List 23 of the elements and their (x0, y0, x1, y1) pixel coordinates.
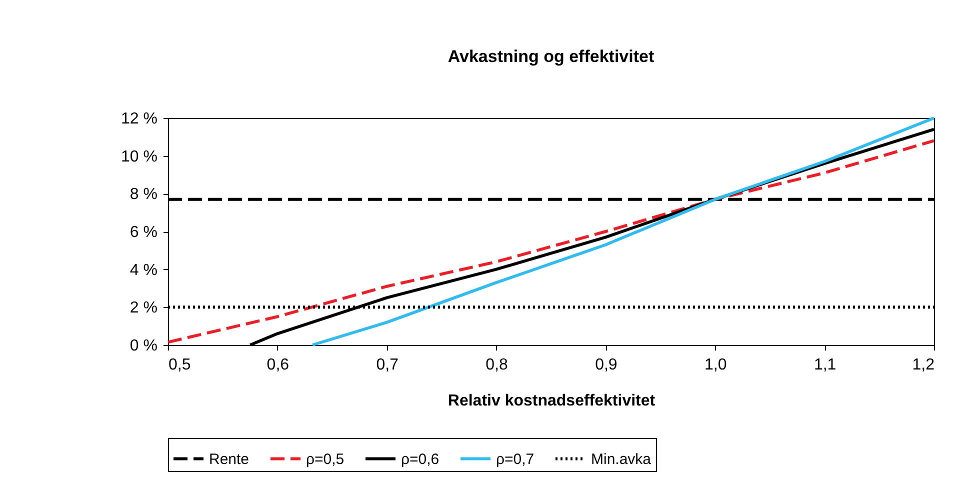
chart-title: Avkastning og effektivitet (448, 47, 654, 66)
legend-label: ρ=0,6 (401, 450, 440, 468)
x-tick-label: 0,6 (266, 356, 290, 374)
y-tick-label: 10 % (121, 148, 158, 166)
x-tick-label: 0,7 (376, 356, 399, 374)
legend-label: Min.avka (591, 450, 652, 468)
y-tick-label: 4 % (130, 262, 158, 279)
x-tick-label: 0,8 (486, 356, 508, 374)
x-axis-title: Relativ kostnadseffektivitet (448, 392, 656, 410)
legend-label: ρ=0,5 (306, 450, 344, 468)
legend-label: ρ=0,7 (496, 450, 534, 468)
x-tick-label: 1,1 (814, 356, 836, 374)
x-tick-label: 0,5 (168, 356, 191, 374)
x-tick-label: 0,9 (595, 356, 618, 374)
x-tick-label: 1,0 (704, 356, 727, 374)
y-tick-label: 12 % (121, 110, 158, 128)
legend-label: Rente (209, 450, 250, 468)
y-tick-label: 0 % (130, 338, 158, 354)
line-series (166, 139, 936, 344)
y-tick-label: 2 % (130, 300, 158, 317)
x-tick-label: 1,2 (912, 356, 935, 374)
y-tick-label: 8 % (130, 186, 158, 204)
y-tick-label: 6 % (130, 224, 158, 241)
